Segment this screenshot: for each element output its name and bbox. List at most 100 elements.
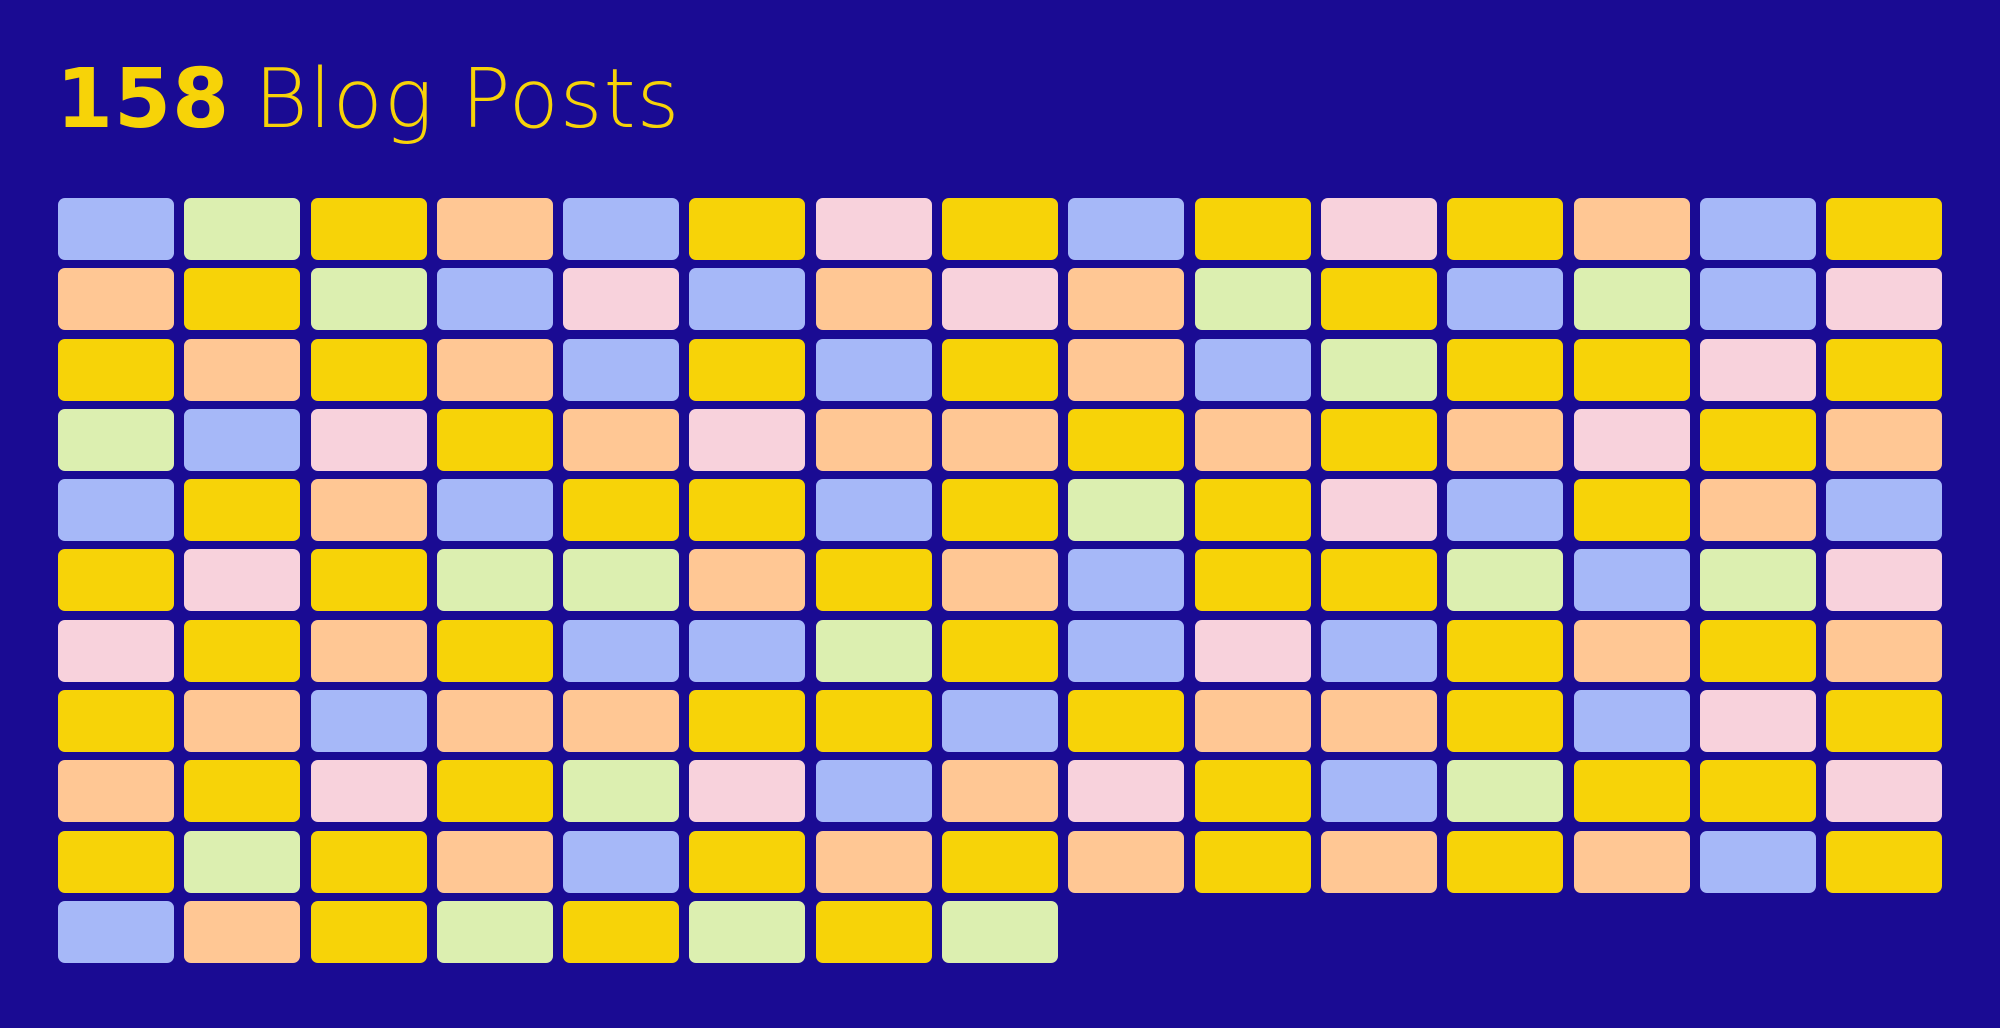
post-tile[interactable]: [58, 760, 174, 823]
post-tile[interactable]: [942, 479, 1059, 542]
post-tile[interactable]: [1447, 198, 1564, 260]
post-tile[interactable]: [815, 198, 932, 260]
post-tile[interactable]: [1573, 760, 1690, 823]
post-tile[interactable]: [815, 408, 932, 471]
post-tile[interactable]: [184, 338, 301, 401]
post-tile[interactable]: [1699, 408, 1816, 471]
post-tile[interactable]: [689, 760, 806, 823]
post-tile[interactable]: [1826, 338, 1943, 401]
post-tile[interactable]: [184, 619, 301, 682]
post-tile[interactable]: [1068, 198, 1185, 260]
post-tile[interactable]: [563, 549, 680, 612]
post-tile[interactable]: [1068, 619, 1185, 682]
post-tile[interactable]: [310, 268, 427, 331]
post-tile[interactable]: [1573, 479, 1690, 542]
post-tile[interactable]: [942, 619, 1059, 682]
post-tile[interactable]: [1320, 198, 1437, 260]
post-tile[interactable]: [58, 198, 174, 260]
post-tile[interactable]: [436, 338, 553, 401]
post-tile[interactable]: [815, 690, 932, 753]
post-tile[interactable]: [310, 900, 427, 963]
post-tile[interactable]: [1194, 338, 1311, 401]
post-tile[interactable]: [1194, 619, 1311, 682]
post-tile[interactable]: [815, 760, 932, 823]
post-tile[interactable]: [184, 760, 301, 823]
post-tile[interactable]: [1447, 268, 1564, 331]
post-tile[interactable]: [1068, 830, 1185, 893]
post-tile[interactable]: [1573, 690, 1690, 753]
post-tile[interactable]: [1826, 690, 1943, 753]
post-tile[interactable]: [1068, 760, 1185, 823]
post-tile[interactable]: [1573, 198, 1690, 260]
post-tile[interactable]: [942, 408, 1059, 471]
post-tile[interactable]: [1826, 198, 1943, 260]
post-tile[interactable]: [310, 549, 427, 612]
post-tile[interactable]: [1826, 479, 1943, 542]
post-tile[interactable]: [184, 830, 301, 893]
post-tile[interactable]: [1194, 760, 1311, 823]
post-tile[interactable]: [310, 338, 427, 401]
post-tile[interactable]: [1194, 268, 1311, 331]
post-tile[interactable]: [563, 198, 680, 260]
post-tile[interactable]: [58, 900, 174, 963]
post-tile[interactable]: [563, 830, 680, 893]
post-tile[interactable]: [436, 900, 553, 963]
post-tile[interactable]: [436, 408, 553, 471]
post-tile[interactable]: [942, 690, 1059, 753]
post-tile[interactable]: [184, 198, 301, 260]
post-tile[interactable]: [563, 338, 680, 401]
post-tile[interactable]: [1320, 549, 1437, 612]
post-tile[interactable]: [1447, 760, 1564, 823]
post-tile[interactable]: [563, 268, 680, 331]
post-tile[interactable]: [184, 479, 301, 542]
post-tile[interactable]: [1068, 690, 1185, 753]
post-tile[interactable]: [184, 900, 301, 963]
post-tile[interactable]: [1826, 619, 1943, 682]
post-tile[interactable]: [815, 619, 932, 682]
post-tile[interactable]: [1320, 690, 1437, 753]
post-tile[interactable]: [689, 198, 806, 260]
post-tile[interactable]: [58, 690, 174, 753]
post-tile[interactable]: [1699, 198, 1816, 260]
post-tile[interactable]: [1447, 830, 1564, 893]
post-tile[interactable]: [310, 408, 427, 471]
post-tile[interactable]: [1320, 268, 1437, 331]
post-tile[interactable]: [1826, 408, 1943, 471]
post-tile[interactable]: [436, 549, 553, 612]
post-tile[interactable]: [1194, 549, 1311, 612]
post-tile[interactable]: [1699, 338, 1816, 401]
post-tile[interactable]: [1699, 760, 1816, 823]
post-tile[interactable]: [1320, 619, 1437, 682]
post-tile[interactable]: [1320, 338, 1437, 401]
post-tile[interactable]: [58, 268, 174, 331]
post-tile[interactable]: [689, 268, 806, 331]
post-tile[interactable]: [942, 549, 1059, 612]
post-tile[interactable]: [563, 760, 680, 823]
post-tile[interactable]: [1447, 408, 1564, 471]
post-tile[interactable]: [436, 830, 553, 893]
post-tile[interactable]: [1699, 479, 1816, 542]
post-tile[interactable]: [1573, 408, 1690, 471]
post-tile[interactable]: [1320, 760, 1437, 823]
post-tile[interactable]: [1068, 338, 1185, 401]
post-tile[interactable]: [1194, 479, 1311, 542]
post-tile[interactable]: [184, 408, 301, 471]
post-tile[interactable]: [689, 830, 806, 893]
post-tile[interactable]: [436, 268, 553, 331]
post-tile[interactable]: [1826, 830, 1943, 893]
post-tile[interactable]: [1573, 268, 1690, 331]
post-tile[interactable]: [689, 549, 806, 612]
post-tile[interactable]: [1699, 619, 1816, 682]
post-tile[interactable]: [1826, 760, 1943, 823]
post-tile[interactable]: [1194, 830, 1311, 893]
post-tile[interactable]: [1320, 830, 1437, 893]
post-tile[interactable]: [1573, 830, 1690, 893]
post-tile[interactable]: [815, 338, 932, 401]
post-tile[interactable]: [1699, 268, 1816, 331]
post-tile[interactable]: [310, 619, 427, 682]
post-tile[interactable]: [184, 268, 301, 331]
post-tile[interactable]: [689, 479, 806, 542]
post-tile[interactable]: [184, 549, 301, 612]
post-tile[interactable]: [942, 338, 1059, 401]
post-tile[interactable]: [1699, 830, 1816, 893]
